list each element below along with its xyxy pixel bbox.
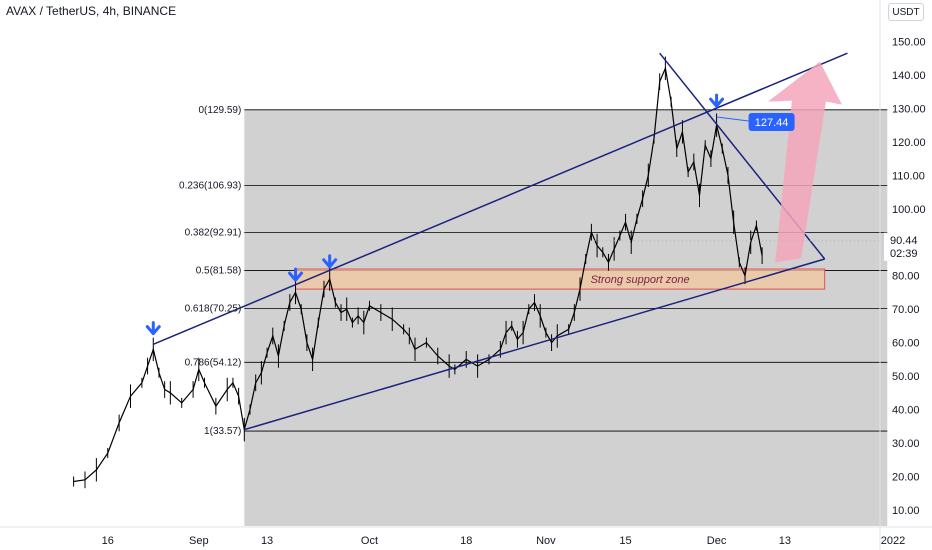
x-tick-label: Sep: [189, 535, 209, 547]
y-tick-label: 150.00: [892, 37, 926, 49]
y-tick-label: 20.00: [892, 471, 920, 483]
y-tick-label: 80.00: [892, 271, 920, 283]
y-tick-label: 50.00: [892, 371, 920, 383]
last-price-value: 90.44: [890, 235, 918, 247]
fib-level-label: 0(129.59): [198, 105, 241, 116]
y-tick-label: 30.00: [892, 438, 920, 450]
fib-level-label: 0.618(70.25): [185, 303, 242, 314]
y-tick-label: 10.00: [892, 505, 920, 517]
fib-shaded-area: [244, 109, 888, 526]
y-tick-label: 140.00: [892, 70, 926, 82]
x-tick-label: 13: [261, 535, 273, 547]
down-arrow-icon: [145, 321, 161, 336]
support-zone-label: Strong support zone: [591, 274, 690, 286]
y-tick-label: 70.00: [892, 304, 920, 316]
y-tick-label: 40.00: [892, 405, 920, 417]
y-tick-label: 100.00: [892, 204, 926, 216]
price-label-badge[interactable]: [748, 112, 795, 131]
x-tick-label: 16: [102, 535, 114, 547]
y-tick-label: 130.00: [892, 103, 926, 115]
x-tick-label: Oct: [361, 535, 378, 547]
price-label-text: 127.44: [755, 117, 789, 129]
fib-level-label: 0.236(106.93): [179, 181, 241, 192]
x-tick-label: Dec: [707, 535, 727, 547]
trendline-upper-channel[interactable]: [152, 52, 848, 346]
y-tick-label: 60.00: [892, 338, 920, 350]
x-tick-label: Nov: [536, 535, 556, 547]
projection-arrow[interactable]: [767, 61, 842, 263]
price-label-leader: [716, 116, 749, 122]
currency-unit-badge[interactable]: USDT: [888, 3, 924, 21]
fib-level-label: 1(33.57): [204, 426, 241, 437]
y-tick-label: 110.00: [892, 170, 925, 182]
down-arrow-icon: [322, 254, 338, 269]
fib-level-label: 0.382(92.91): [185, 228, 242, 239]
fib-level-label: 0.5(81.58): [196, 265, 242, 276]
down-arrow-icon: [288, 267, 304, 282]
y-tick-label: 120.00: [892, 137, 926, 149]
x-tick-label: 2022: [881, 535, 905, 547]
last-price-countdown: 02:39: [890, 248, 918, 260]
x-tick-label: 13: [779, 535, 791, 547]
x-tick-label: 15: [619, 535, 631, 547]
trendline-lower-channel[interactable]: [244, 258, 825, 431]
fib-level-label: 0.786(54.12): [185, 357, 242, 368]
chart-title: AVAX / TetherUS, 4h, BINANCE: [6, 4, 177, 18]
last-price-box: [884, 232, 928, 261]
down-arrow-icon: [709, 93, 725, 108]
x-tick-label: 18: [460, 535, 472, 547]
